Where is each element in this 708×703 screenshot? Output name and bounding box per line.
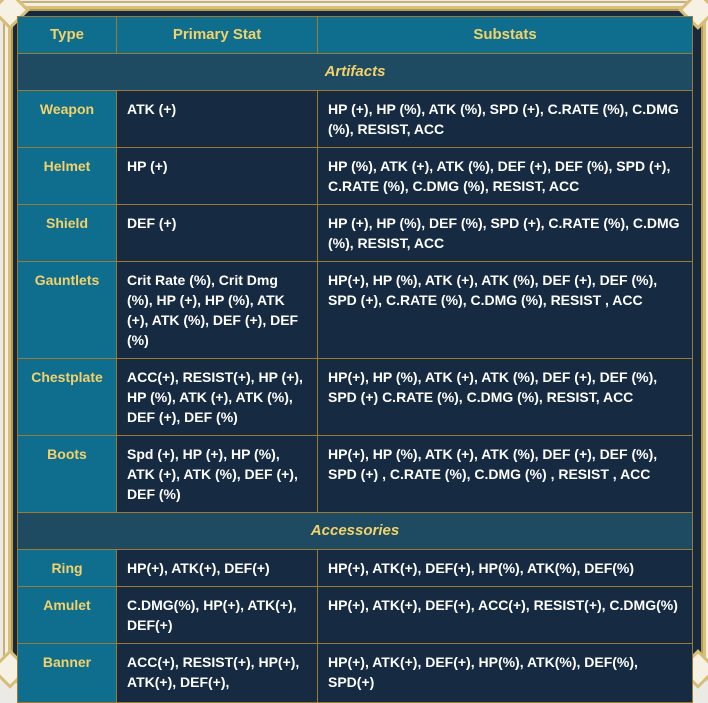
substats-cell: HP(+), HP (%), ATK (+), ATK (%), DEF (+)… xyxy=(317,358,693,436)
primary-stat-cell: ACC(+), RESIST(+), HP (+), HP (%), ATK (… xyxy=(116,358,318,436)
primary-stat-cell: ATK (+) xyxy=(116,90,318,148)
table-row: Ring HP(+), ATK(+), DEF(+) HP(+), ATK(+), … xyxy=(17,549,693,587)
substats-cell: HP (%), ATK (+), ATK (%), DEF (+), DEF (… xyxy=(317,147,693,205)
substats-cell: HP(+), HP (%), ATK (+), ATK (%), DEF (+)… xyxy=(317,435,693,513)
section-row: Artifacts xyxy=(17,53,693,91)
type-cell: Chestplate xyxy=(17,358,117,436)
table-row: Chestplate ACC(+), RESIST(+), HP (+), HP … xyxy=(17,358,693,436)
substats-cell: HP (+), HP (%), DEF (%), SPD (+), C.RATE… xyxy=(317,204,693,262)
table-row: Helmet HP (+) HP (%), ATK (+), ATK (%), DE… xyxy=(17,147,693,205)
type-cell: Weapon xyxy=(17,90,117,148)
type-cell: Banner xyxy=(17,643,117,703)
table-row: Shield DEF (+) HP (+), HP (%), DEF (%), SP… xyxy=(17,204,693,262)
type-cell: Amulet xyxy=(17,586,117,644)
substats-cell: HP (+), HP (%), ATK (%), SPD (+), C.RATE… xyxy=(317,90,693,148)
substats-cell: HP(+), ATK(+), DEF(+), HP(%), ATK(%), DE… xyxy=(317,549,693,587)
substats-cell: HP(+), HP (%), ATK (+), ATK (%), DEF (+)… xyxy=(317,261,693,359)
primary-stat-cell: Spd (+), HP (+), HP (%), ATK (+), ATK (%… xyxy=(116,435,318,513)
header-row: Type Primary Stat Substats xyxy=(17,16,693,54)
table-row: Boots Spd (+), HP (+), HP (%), ATK (+), A… xyxy=(17,435,693,513)
primary-stat-cell: DEF (+) xyxy=(116,204,318,262)
primary-stat-cell: ACC(+), RESIST(+), HP(+), ATK(+), DEF(+)… xyxy=(116,643,318,703)
header-primary-stat: Primary Stat xyxy=(116,16,318,54)
primary-stat-cell: HP (+) xyxy=(116,147,318,205)
table-row: Gauntlets Crit Rate (%), Crit Dmg (%), HP… xyxy=(17,261,693,359)
type-cell: Ring xyxy=(17,549,117,587)
type-cell: Helmet xyxy=(17,147,117,205)
gear-stats-table: Type Primary Stat Substats Artifacts Weap… xyxy=(17,16,693,703)
table-row: Banner ACC(+), RESIST(+), HP(+), ATK(+), … xyxy=(17,643,693,703)
type-cell: Boots xyxy=(17,435,117,513)
primary-stat-cell: Crit Rate (%), Crit Dmg (%), HP (+), HP … xyxy=(116,261,318,359)
primary-stat-cell: C.DMG(%), HP(+), ATK(+), DEF(+) xyxy=(116,586,318,644)
table-row: Amulet C.DMG(%), HP(+), ATK(+), DEF(+) HP(… xyxy=(17,586,693,644)
header-type: Type xyxy=(17,16,117,54)
section-title: Accessories xyxy=(17,512,693,550)
substats-cell: HP(+), ATK(+), DEF(+), ACC(+), RESIST(+)… xyxy=(317,586,693,644)
type-cell: Shield xyxy=(17,204,117,262)
section-row: Accessories xyxy=(17,512,693,550)
primary-stat-cell: HP(+), ATK(+), DEF(+) xyxy=(116,549,318,587)
table-row: Weapon ATK (+) HP (+), HP (%), ATK (%), SP… xyxy=(17,90,693,148)
type-cell: Gauntlets xyxy=(17,261,117,359)
section-title: Artifacts xyxy=(17,53,693,91)
substats-cell: HP(+), ATK(+), DEF(+), HP(%), ATK(%), DE… xyxy=(317,643,693,703)
header-substats: Substats xyxy=(317,16,693,54)
